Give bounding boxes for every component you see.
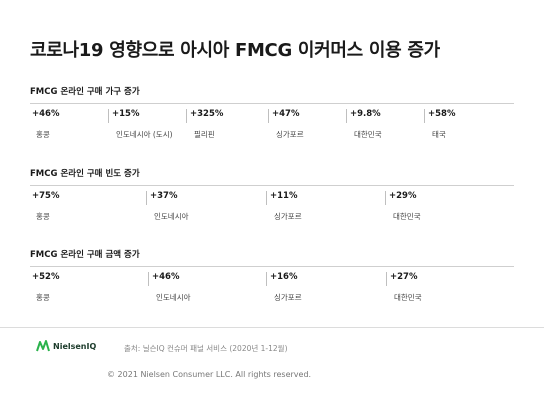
stat-value: +11% [270,191,298,201]
section-divider [30,266,514,267]
section-title: FMCG 온라인 구매 가구 증가 [30,87,140,97]
stat-label: 홍콩 [36,130,50,139]
page-title: 코로나19 영향으로 아시아 FMCG 이커머스 이용 증가 [30,40,440,61]
stat-value: +325% [190,109,224,119]
nielseniq-logo-icon [36,340,50,352]
column-divider [385,191,386,205]
column-divider [186,109,187,123]
section-title: FMCG 온라인 구매 빈도 증가 [30,169,140,179]
stat-value: +46% [32,109,60,119]
stat-label: 홍콩 [36,212,50,221]
column-divider [266,272,267,286]
stat-value: +16% [270,272,298,282]
stat-value: +27% [390,272,418,282]
section-households: FMCG 온라인 구매 가구 증가 +46% 홍콩 +15% 인도네시아 (도시… [30,85,514,147]
stat-label: 대한민국 [393,212,421,221]
stat-value: +47% [272,109,300,119]
section-divider [30,103,514,104]
stat-label: 대한민국 [394,293,422,302]
stat-value: +29% [389,191,417,201]
stat-label: 싱가포르 [276,130,304,139]
stat-label: 인도네시아 (도시) [116,130,173,139]
stat-label: 필리핀 [194,130,215,139]
logo-text: NielsenIQ [53,341,97,351]
nielseniq-logo: NielsenIQ [36,340,96,352]
column-divider [346,109,347,123]
source-note: 출처: 닐슨IQ 컨슈머 패널 서비스 (2020년 1-12월) [124,344,288,353]
column-divider [386,272,387,286]
stat-label: 홍콩 [36,293,50,302]
section-frequency: FMCG 온라인 구매 빈도 증가 +75% 홍콩 +37% 인도네시아 +11… [30,167,514,229]
column-divider [148,272,149,286]
section-divider [30,185,514,186]
section-title: FMCG 온라인 구매 금액 증가 [30,250,140,260]
column-divider [268,109,269,123]
column-divider [424,109,425,123]
stat-value: +46% [152,272,180,282]
stat-label: 대한민국 [354,130,382,139]
column-divider [266,191,267,205]
stat-value: +75% [32,191,60,201]
column-divider [108,109,109,123]
stat-label: 인도네시아 [154,212,189,221]
section-spending: FMCG 온라인 구매 금액 증가 +52% 홍콩 +46% 인도네시아 +16… [30,248,514,310]
footer-divider [0,327,544,328]
stat-value: +37% [150,191,178,201]
copyright-text: © 2021 Nielsen Consumer LLC. All rights … [107,370,312,379]
stat-label: 싱가포르 [274,293,302,302]
stat-value: +52% [32,272,60,282]
column-divider [146,191,147,205]
stat-label: 싱가포르 [274,212,302,221]
stat-label: 인도네시아 [156,293,191,302]
stat-value: +9.8% [350,109,381,119]
stat-value: +58% [428,109,456,119]
stat-label: 태국 [432,130,446,139]
stat-value: +15% [112,109,140,119]
